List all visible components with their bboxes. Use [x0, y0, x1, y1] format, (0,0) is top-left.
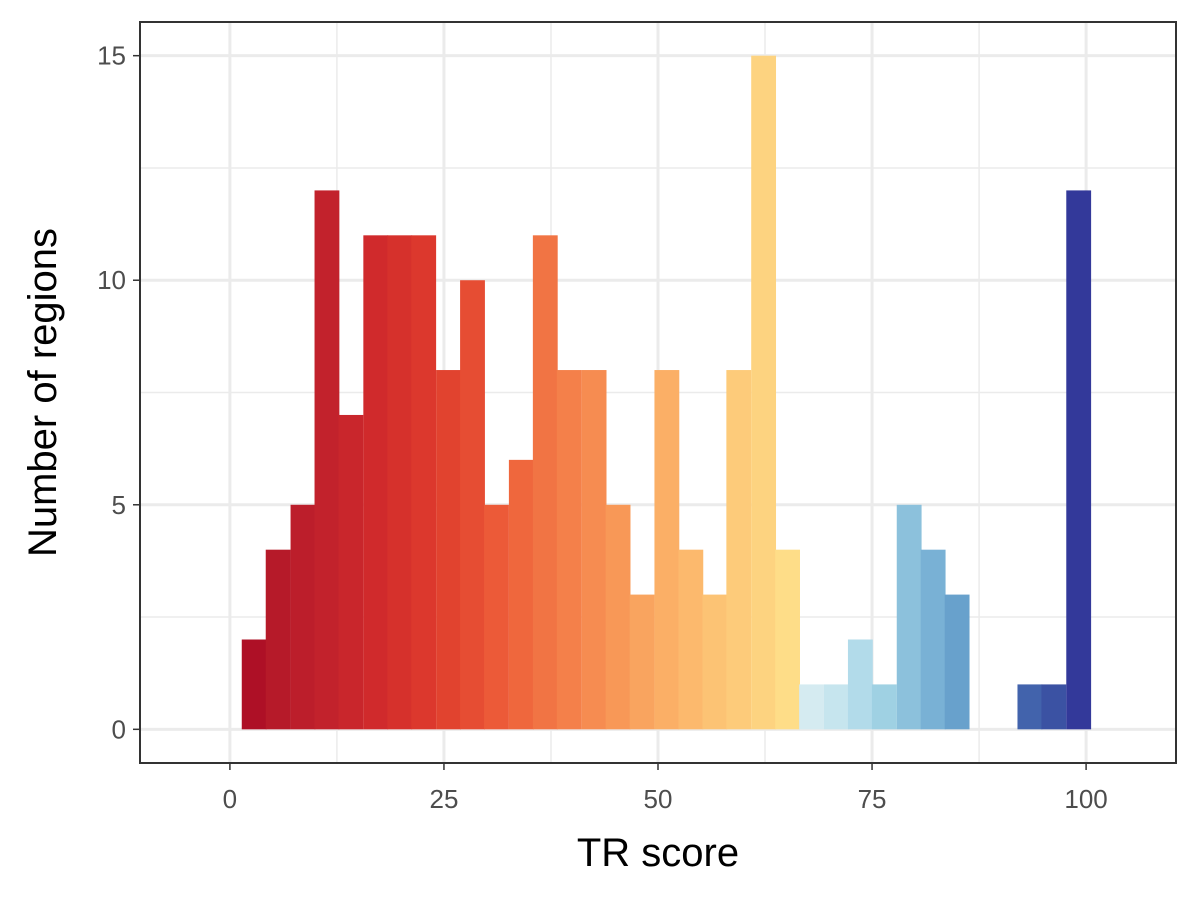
histogram-bar [920, 549, 946, 730]
histogram-bars [241, 55, 1092, 730]
x-tick-label: 100 [1064, 784, 1107, 814]
histogram-bar [751, 55, 777, 730]
x-axis: 0 25 50 75 100 [223, 763, 1108, 814]
histogram-bar [387, 235, 413, 730]
histogram-bar [532, 235, 558, 730]
y-tick-label: 5 [112, 490, 126, 520]
histogram-bar [436, 370, 461, 730]
histogram-bar [1066, 190, 1092, 730]
x-axis-title: TR score [577, 831, 739, 875]
y-axis: 0 5 10 15 [97, 41, 140, 744]
histogram-bar [338, 414, 364, 730]
y-axis-title: Number of regions [21, 228, 65, 557]
histogram-bar [944, 594, 970, 730]
histogram-bar [629, 594, 655, 730]
x-tick-label: 75 [858, 784, 887, 814]
x-tick-label: 0 [223, 784, 237, 814]
x-tick-label: 50 [644, 784, 673, 814]
histogram-bar [508, 459, 534, 730]
histogram-bar [654, 370, 680, 730]
histogram-bar [581, 370, 607, 730]
y-tick-label: 15 [97, 41, 126, 71]
histogram-bar [556, 370, 582, 730]
histogram-bar [265, 549, 291, 730]
y-tick-label: 10 [97, 265, 126, 295]
histogram-bar [314, 190, 340, 730]
histogram-bar [290, 504, 316, 730]
x-tick-label: 25 [429, 784, 458, 814]
histogram-bar [484, 504, 509, 730]
histogram-bar [702, 594, 728, 730]
histogram-bar [871, 684, 897, 730]
histogram-bar [1041, 684, 1067, 730]
histogram-bar [799, 684, 824, 730]
histogram-bar [363, 235, 389, 730]
histogram-bar [241, 639, 267, 730]
histogram-bar [605, 504, 631, 730]
histogram-bar [678, 549, 704, 730]
histogram-bar [1017, 684, 1043, 730]
histogram-bar [896, 504, 922, 730]
histogram-bar [726, 370, 752, 730]
y-tick-label: 0 [112, 714, 126, 744]
histogram-bar [411, 235, 437, 730]
histogram-bar [775, 549, 801, 730]
histogram-bar [823, 684, 849, 730]
histogram-bar [847, 639, 873, 730]
histogram-bar [460, 280, 485, 730]
